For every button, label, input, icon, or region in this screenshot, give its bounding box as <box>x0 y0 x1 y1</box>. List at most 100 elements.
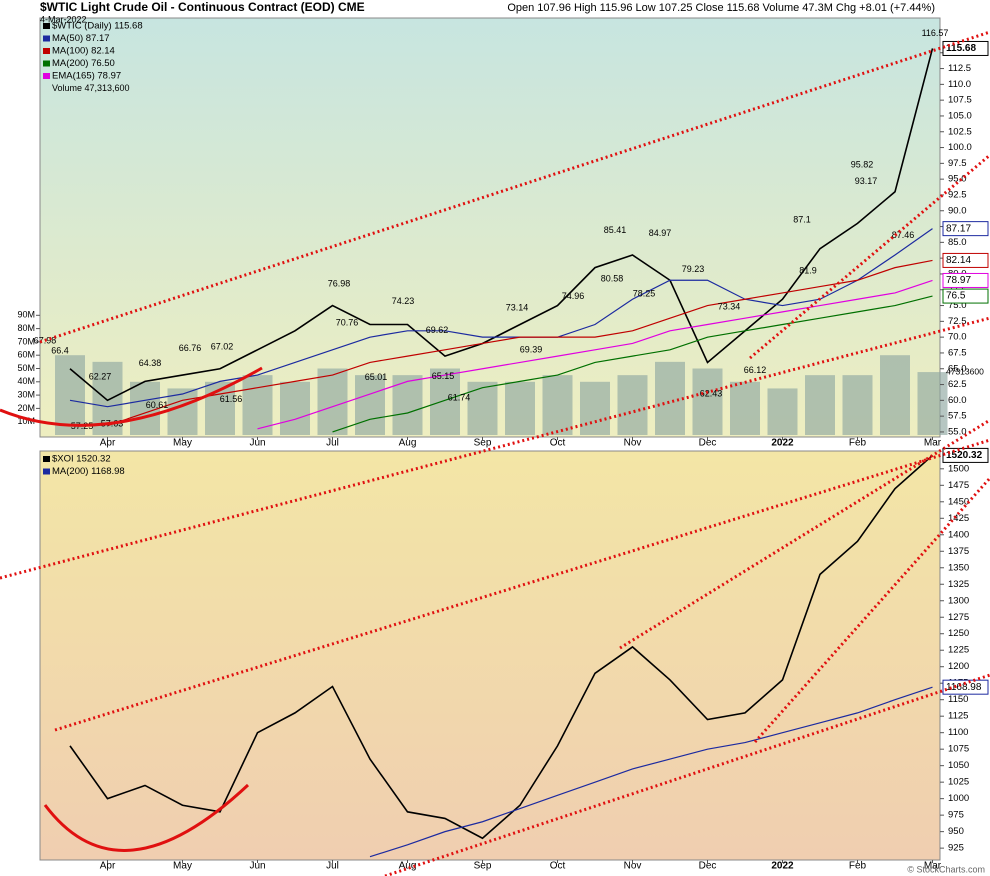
y-tick-label: 1500 <box>948 463 969 474</box>
price-annotation: 93.17 <box>855 176 878 186</box>
y-tick-label: 57.5 <box>948 411 967 422</box>
volume-bar <box>842 375 873 435</box>
volume-bar <box>467 381 498 435</box>
price-annotation: 79.23 <box>682 264 705 274</box>
last-value-label: 87.17 <box>946 223 971 234</box>
y-tick-label: 1425 <box>948 513 969 524</box>
chart-title: $WTIC Light Crude Oil - Continuous Contr… <box>40 0 365 14</box>
legend-entry: MA(50) 87.17 <box>52 33 110 44</box>
x-tick-label: Jun <box>249 861 265 872</box>
trend-lines <box>0 30 990 876</box>
y-tick-label: 72.5 <box>948 316 967 327</box>
last-value-tag <box>942 272 989 288</box>
legend-swatch <box>43 456 50 462</box>
x-tick-label: Feb <box>849 438 867 449</box>
x-tick-label: Dec <box>699 861 717 872</box>
volume-bar <box>280 381 310 435</box>
volume-bar <box>580 381 610 435</box>
x-tick-label: 2022 <box>771 438 794 449</box>
price-annotation: 84.97 <box>649 228 672 238</box>
y-tick-label: 85.0 <box>948 237 967 248</box>
volume-bar <box>617 375 648 435</box>
volume-tick-label: 90M <box>17 310 35 320</box>
x-tick-label: Dec <box>699 438 717 449</box>
y-tick-label: 112.5 <box>948 63 971 74</box>
y-tick-label: 100.0 <box>948 142 972 153</box>
volume-tick-label: 30M <box>17 389 35 399</box>
price-annotation: 65.01 <box>365 372 388 382</box>
price-annotation: 80.58 <box>601 274 624 284</box>
price-annotation: 60.61 <box>146 400 169 410</box>
volume-bar <box>55 355 85 435</box>
volume-bar <box>505 381 535 435</box>
x-tick-label: Sep <box>474 438 492 449</box>
y-tick-label: 1400 <box>948 529 969 540</box>
last-value-label: 1520.32 <box>946 450 983 461</box>
last-value-tag <box>942 252 989 268</box>
price-annotation: 73.14 <box>506 303 529 313</box>
y-tick-label: 1125 <box>948 711 968 722</box>
y-tick-label: 1250 <box>948 628 969 639</box>
y-tick-label: 110.0 <box>948 79 971 90</box>
ma-line <box>332 295 933 433</box>
volume-bar <box>542 375 573 435</box>
legend-swatch <box>43 73 50 79</box>
y-tick-label: 1275 <box>948 612 969 623</box>
y-tick-label: 925 <box>948 843 964 854</box>
panel-1 <box>39 17 941 438</box>
last-value-label: 78.97 <box>946 275 971 286</box>
volume-tick-label: 70M <box>17 336 35 346</box>
price-annotation: 87.46 <box>892 230 915 240</box>
price-annotation: 69.39 <box>520 344 543 354</box>
y-tick-label: 1200 <box>948 661 969 672</box>
x-tick-label: Feb <box>849 861 867 872</box>
volume-bar <box>317 368 348 435</box>
price-annotation: 61.74 <box>448 393 471 403</box>
price-annotation: 76.98 <box>328 278 351 288</box>
y-tick-label: 1150 <box>948 694 968 705</box>
y-tick-label: 70.0 <box>948 332 967 343</box>
x-tick-label: May <box>173 861 192 872</box>
legend-entry: MA(100) 82.14 <box>52 46 115 57</box>
legend-swatch <box>43 60 50 67</box>
legend-entry: Volume 47,313,600 <box>52 83 130 93</box>
volume-tick-label: 20M <box>17 403 35 413</box>
y-tick-label: 102.5 <box>948 126 972 137</box>
price-annotation: 116.57 <box>922 28 949 38</box>
price-annotation: 61.56 <box>220 394 243 404</box>
x-tick-label: Sep <box>474 861 492 872</box>
volume-bar <box>805 375 835 435</box>
y-tick-label: 55.0 <box>948 426 967 437</box>
last-value-tag <box>942 221 989 237</box>
y-tick-label: 1350 <box>948 562 969 573</box>
x-tick-label: Nov <box>624 861 642 872</box>
x-tick-label: Apr <box>100 438 116 449</box>
y-tick-label: 92.5 <box>948 189 967 200</box>
y-tick-label: 75.0 <box>948 300 967 311</box>
ma-line <box>257 279 933 430</box>
price-annotation: 95.82 <box>851 159 874 169</box>
last-value-tag <box>942 288 989 304</box>
price-annotation: 74.23 <box>392 296 415 306</box>
x-tick-label: Aug <box>399 861 417 872</box>
last-value-label: 76.5 <box>946 291 966 302</box>
last-value-label: 1168.98 <box>946 682 982 693</box>
price-annotation: 69.62 <box>426 325 449 335</box>
legend-swatch <box>43 468 50 475</box>
price-annotation: 62.43 <box>700 388 723 398</box>
x-tick-label: Oct <box>550 861 566 872</box>
y-tick-label: 1375 <box>948 546 969 557</box>
legend-entry: EMA(165) 78.97 <box>52 71 121 82</box>
volume-bar <box>917 372 948 435</box>
legend-entry: $WTIC (Daily) 115.68 <box>52 21 143 32</box>
y-tick-label: 90.0 <box>948 205 967 216</box>
volume-bar <box>655 361 685 435</box>
y-tick-label: 65.0 <box>948 363 967 374</box>
volume-bar <box>355 375 385 435</box>
volume-tick-label: 60M <box>17 350 35 360</box>
volume-last-label: 47313600 <box>946 366 984 376</box>
x-tick-label: Mar <box>924 861 942 872</box>
volume-bar <box>430 368 460 435</box>
price-annotation: 66.12 <box>744 365 767 375</box>
